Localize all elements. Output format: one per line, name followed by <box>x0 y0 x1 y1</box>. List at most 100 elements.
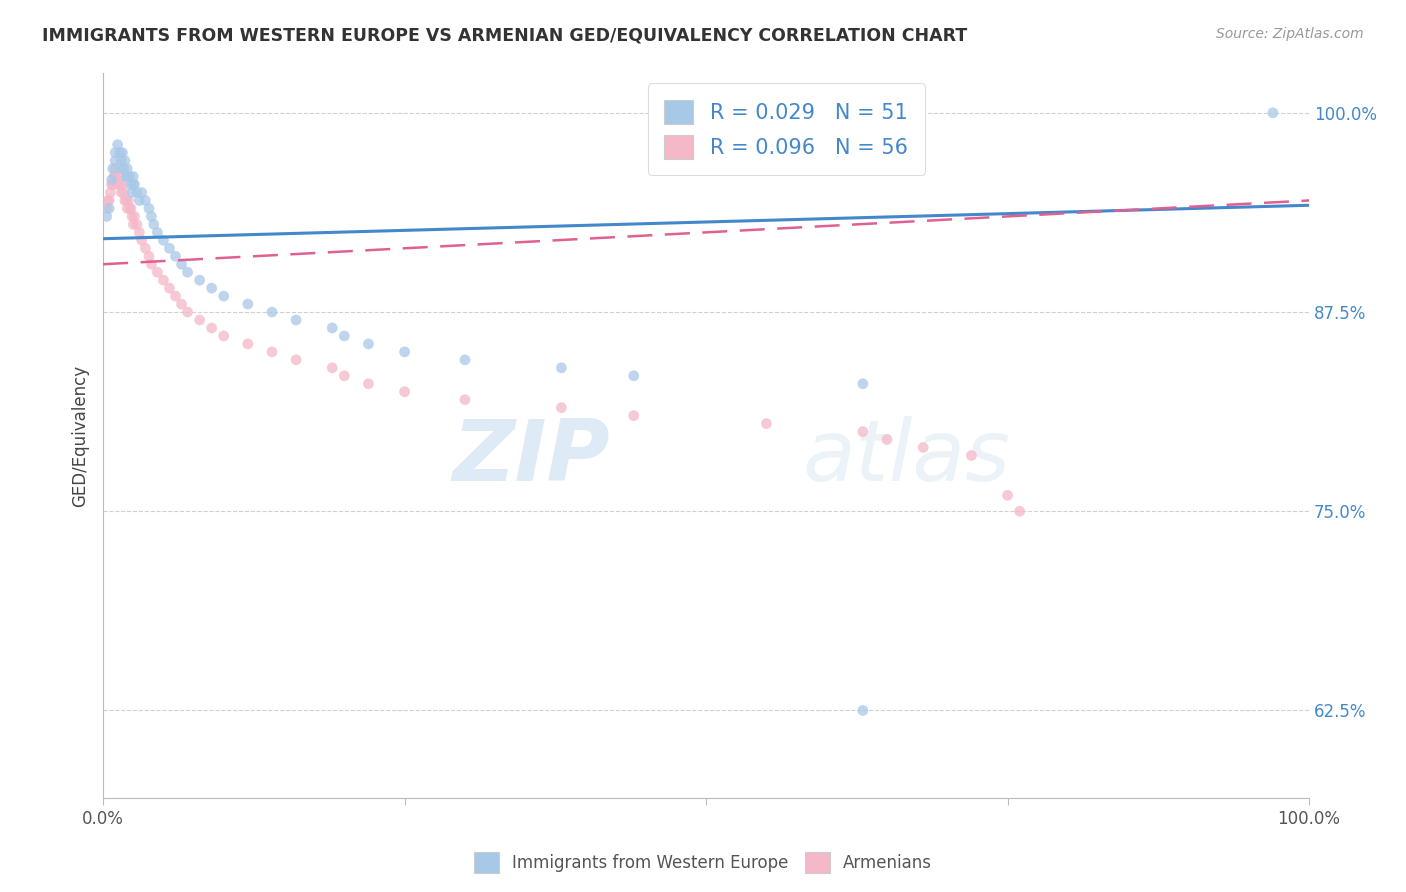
Point <box>852 425 875 439</box>
Point <box>131 186 153 200</box>
Point <box>108 145 131 160</box>
Text: Source: ZipAtlas.com: Source: ZipAtlas.com <box>1216 27 1364 41</box>
Point <box>170 297 193 311</box>
Point <box>96 202 118 216</box>
Point <box>110 161 132 176</box>
Text: ZIP: ZIP <box>451 416 610 499</box>
Point <box>107 137 129 152</box>
Point <box>101 178 124 192</box>
Point <box>623 368 645 383</box>
Point <box>122 178 145 192</box>
Point <box>131 233 153 247</box>
Point <box>176 305 198 319</box>
Point <box>121 186 143 200</box>
Point <box>101 161 124 176</box>
Point <box>1008 504 1031 518</box>
Point <box>321 321 343 335</box>
Point <box>333 368 356 383</box>
Point <box>201 281 224 295</box>
Point <box>104 169 127 184</box>
Point <box>852 704 875 718</box>
Point <box>236 297 259 311</box>
Legend: R = 0.029   N = 51, R = 0.096   N = 56: R = 0.029 N = 51, R = 0.096 N = 56 <box>648 83 925 175</box>
Point <box>117 169 139 184</box>
Point <box>138 202 160 216</box>
Point <box>394 384 416 399</box>
Point <box>188 273 211 287</box>
Point <box>152 233 174 247</box>
Point <box>98 194 121 208</box>
Point <box>623 409 645 423</box>
Point <box>124 210 146 224</box>
Point <box>124 178 146 192</box>
Point <box>114 194 136 208</box>
Point <box>97 194 120 208</box>
Point <box>111 178 134 192</box>
Point <box>357 337 380 351</box>
Point <box>146 265 169 279</box>
Point <box>550 360 572 375</box>
Point <box>960 449 983 463</box>
Point <box>134 241 156 255</box>
Point <box>112 186 135 200</box>
Point <box>285 313 308 327</box>
Point <box>98 202 121 216</box>
Point <box>188 313 211 327</box>
Point <box>117 202 139 216</box>
Point <box>141 210 163 224</box>
Point <box>115 169 138 184</box>
Point <box>114 153 136 168</box>
Point <box>107 169 129 184</box>
Point <box>100 178 122 192</box>
Point <box>100 173 122 187</box>
Point <box>212 289 235 303</box>
Point <box>260 305 283 319</box>
Point <box>201 321 224 335</box>
Point <box>394 344 416 359</box>
Point <box>550 401 572 415</box>
Point <box>110 186 132 200</box>
Point <box>134 194 156 208</box>
Point <box>997 488 1019 502</box>
Point <box>120 178 142 192</box>
Point <box>170 257 193 271</box>
Point <box>138 249 160 263</box>
Point <box>121 210 143 224</box>
Point <box>152 273 174 287</box>
Point <box>110 153 132 168</box>
Point <box>122 169 145 184</box>
Point <box>115 194 138 208</box>
Y-axis label: GED/Equivalency: GED/Equivalency <box>72 365 89 507</box>
Point <box>165 249 187 263</box>
Point <box>165 289 187 303</box>
Point <box>128 225 150 239</box>
Point <box>103 169 125 184</box>
Point <box>122 218 145 232</box>
Point <box>236 337 259 351</box>
Point <box>120 202 142 216</box>
Point <box>912 441 935 455</box>
Point <box>333 329 356 343</box>
Point <box>112 161 135 176</box>
Point <box>118 202 141 216</box>
Point <box>108 178 131 192</box>
Point <box>111 145 134 160</box>
Point <box>142 218 165 232</box>
Point <box>321 360 343 375</box>
Text: atlas: atlas <box>803 416 1011 499</box>
Point <box>104 153 127 168</box>
Point <box>128 194 150 208</box>
Point <box>755 417 778 431</box>
Point <box>117 194 139 208</box>
Text: IMMIGRANTS FROM WESTERN EUROPE VS ARMENIAN GED/EQUIVALENCY CORRELATION CHART: IMMIGRANTS FROM WESTERN EUROPE VS ARMENI… <box>42 27 967 45</box>
Point <box>146 225 169 239</box>
Legend: Immigrants from Western Europe, Armenians: Immigrants from Western Europe, Armenian… <box>467 846 939 880</box>
Point <box>118 169 141 184</box>
Point <box>104 161 127 176</box>
Point <box>454 352 477 367</box>
Point <box>1261 105 1284 120</box>
Point <box>96 210 118 224</box>
Point <box>125 218 148 232</box>
Point <box>141 257 163 271</box>
Point <box>176 265 198 279</box>
